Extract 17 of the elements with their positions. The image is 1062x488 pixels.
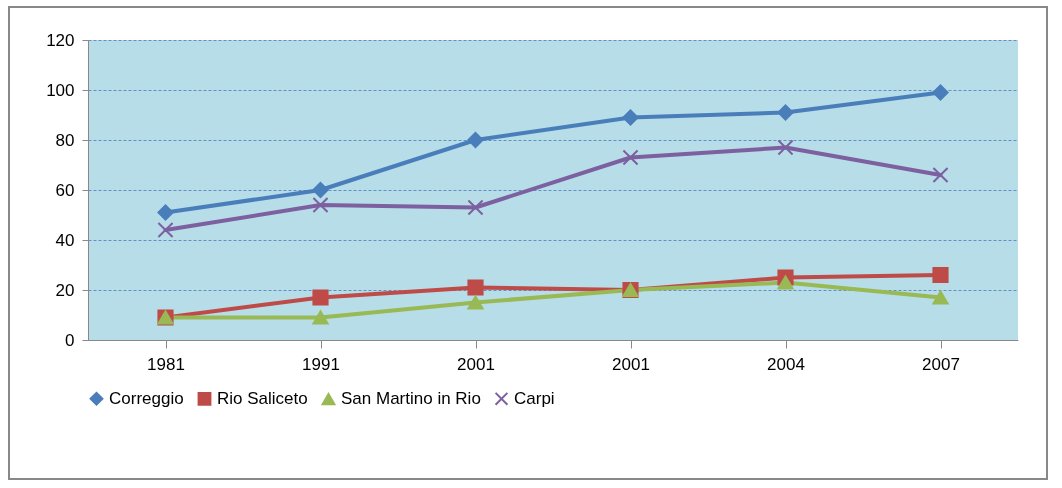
legend-label: Carpi: [514, 388, 555, 408]
y-tick-label: 0: [65, 330, 75, 350]
x-tick-label: 1991: [302, 354, 340, 374]
legend-label: San Martino in Rio: [341, 389, 481, 409]
y-tick-label: 120: [46, 30, 75, 50]
y-tick-label: 20: [55, 280, 75, 300]
x-tick-label: 1981: [147, 354, 185, 374]
legend-label: Rio Saliceto: [217, 388, 308, 408]
y-tick-label: 100: [46, 80, 75, 100]
y-tick-label: 80: [55, 130, 75, 150]
x-tick-label: 2004: [767, 354, 805, 374]
x-tick-label: 2007: [922, 354, 960, 374]
y-tick-label: 60: [55, 180, 75, 200]
x-tick-label: 2001: [612, 354, 650, 374]
legend-label: Correggio: [109, 388, 184, 408]
y-tick-label: 40: [55, 230, 75, 250]
x-tick-label: 2001: [457, 354, 495, 374]
